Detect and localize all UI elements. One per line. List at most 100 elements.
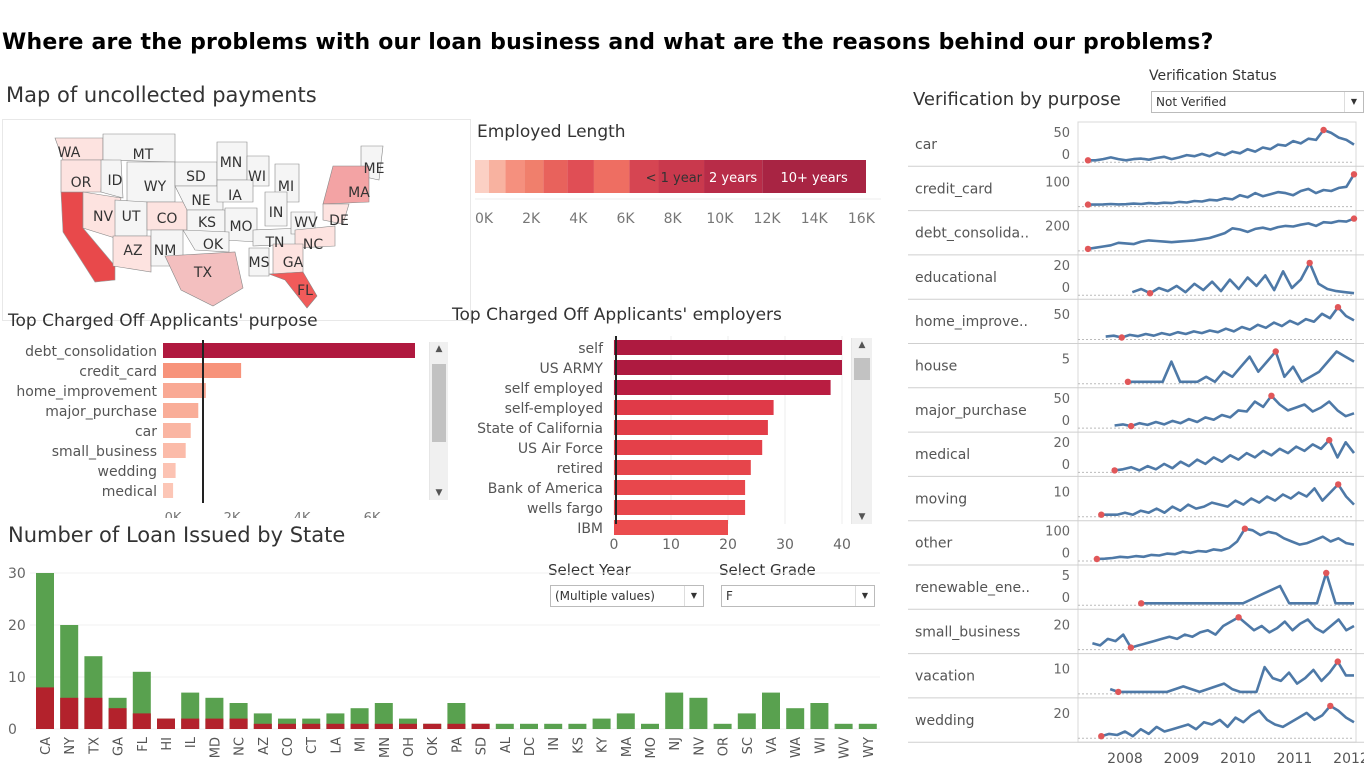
verification-line[interactable]: [1087, 217, 1355, 251]
purpose-scrollbar[interactable]: ▲ ▼: [429, 342, 448, 500]
verification-min-point[interactable]: [1084, 157, 1092, 164]
states-bar-charged-off[interactable]: [205, 718, 224, 729]
employed-segment[interactable]: [704, 160, 763, 193]
states-bar-total[interactable]: [858, 723, 877, 729]
map-state-fl[interactable]: [268, 271, 318, 309]
states-bar-total[interactable]: [665, 692, 684, 729]
employers-bar[interactable]: [614, 480, 746, 495]
purpose-bar[interactable]: [163, 443, 186, 458]
states-bar-charged-off[interactable]: [132, 713, 151, 729]
employed-segment[interactable]: [543, 160, 568, 193]
verification-line[interactable]: [1127, 350, 1355, 384]
verification-max-point[interactable]: [1268, 392, 1275, 399]
states-bar-charged-off[interactable]: [326, 723, 345, 729]
employers-bar[interactable]: [614, 460, 751, 475]
states-bar-total[interactable]: [399, 718, 417, 729]
employed-segment[interactable]: [475, 160, 489, 193]
verification-max-point[interactable]: [1334, 658, 1341, 665]
scroll-up-icon[interactable]: ▲: [858, 340, 866, 350]
verification-max-point[interactable]: [1306, 259, 1313, 267]
states-bar-charged-off[interactable]: [36, 687, 54, 729]
employers-bar[interactable]: [614, 340, 842, 355]
employers-bar[interactable]: [614, 420, 768, 435]
states-bar-total[interactable]: [713, 723, 732, 729]
states-bar-total[interactable]: [689, 697, 708, 729]
verification-min-point[interactable]: [1084, 245, 1092, 253]
select-year-dropdown[interactable]: (Multiple values) ▼: [550, 585, 704, 607]
states-bar-charged-off[interactable]: [447, 723, 466, 729]
map-canvas[interactable]: WA MT OR ID WY SD MN WI MI ME NV UT CO NE IA MA DE KS MO IN…: [3, 120, 470, 320]
verification-min-point[interactable]: [1098, 733, 1105, 740]
employed-length-chart[interactable]: < 1 year 2 years 10+ years 0K 2K 4K 6K 8K 10K 12K…: [470, 150, 890, 235]
verification-max-point[interactable]: [1323, 569, 1330, 577]
chevron-down-icon[interactable]: ▼: [684, 586, 703, 606]
purpose-bar[interactable]: [163, 483, 174, 498]
purpose-bar[interactable]: [163, 343, 415, 358]
states-bar-total[interactable]: [641, 723, 659, 729]
employed-segment[interactable]: [658, 160, 705, 193]
states-bar-total[interactable]: [762, 692, 780, 729]
verification-line[interactable]: [1088, 173, 1356, 206]
purpose-chart[interactable]: debt_consolidation credit_card home_improv…: [0, 338, 430, 518]
states-bar-charged-off[interactable]: [84, 697, 103, 729]
scroll-thumb[interactable]: [854, 358, 870, 380]
verification-max-point[interactable]: [1327, 702, 1334, 710]
verification-max-point[interactable]: [1235, 614, 1242, 621]
employers-bar[interactable]: [614, 380, 831, 395]
purpose-bar[interactable]: [163, 463, 176, 478]
employers-bar[interactable]: [614, 360, 842, 375]
states-bar-total[interactable]: [616, 713, 635, 729]
states-bar-total[interactable]: [568, 723, 587, 729]
map-state-ms[interactable]: [248, 247, 270, 277]
states-bar-charged-off[interactable]: [302, 723, 321, 729]
map-state-ok[interactable]: [182, 229, 230, 253]
states-bar-total[interactable]: [447, 703, 466, 729]
employers-bar[interactable]: [614, 440, 763, 455]
states-bar-charged-off[interactable]: [471, 723, 490, 729]
verification-line[interactable]: [1114, 394, 1355, 428]
states-bar-charged-off[interactable]: [108, 708, 127, 729]
map-state-ia[interactable]: [216, 179, 254, 203]
employed-segment[interactable]: [505, 160, 525, 193]
verification-line[interactable]: [1096, 527, 1355, 561]
employers-bar[interactable]: [614, 520, 728, 535]
scroll-up-icon[interactable]: ▲: [435, 344, 443, 354]
chevron-down-icon[interactable]: ▼: [1344, 92, 1363, 112]
states-bar-total[interactable]: [544, 723, 563, 729]
states-bar-charged-off[interactable]: [423, 723, 442, 729]
employed-segment[interactable]: [593, 160, 630, 193]
chevron-down-icon[interactable]: ▼: [855, 586, 874, 606]
states-bar-charged-off[interactable]: [157, 718, 175, 729]
employed-segment[interactable]: [488, 160, 506, 193]
employers-chart[interactable]: self US ARMY self employed self-employed Sta…: [450, 334, 850, 559]
verification-max-point[interactable]: [1334, 304, 1342, 311]
employers-scrollbar[interactable]: ▲ ▼: [851, 338, 872, 524]
verification-max-point[interactable]: [1272, 348, 1279, 355]
verification-line[interactable]: [1100, 704, 1355, 738]
verification-max-point[interactable]: [1350, 171, 1358, 178]
verification-min-point[interactable]: [1093, 555, 1101, 563]
verification-max-point[interactable]: [1350, 215, 1358, 222]
select-grade-dropdown[interactable]: F ▼: [721, 585, 875, 607]
map-state-wi[interactable]: [246, 155, 270, 187]
states-bar-charged-off[interactable]: [350, 723, 369, 729]
states-bar-total[interactable]: [810, 703, 829, 729]
states-bar-total[interactable]: [374, 703, 393, 729]
verification-max-point[interactable]: [1241, 525, 1249, 532]
states-bar-total[interactable]: [834, 723, 853, 729]
states-bar-total[interactable]: [495, 723, 514, 729]
employed-segment[interactable]: [762, 160, 866, 193]
map-state-de[interactable]: [322, 203, 350, 225]
states-chart[interactable]: 30 20 10 0 CA NY TX GA FL HI IL MD NC AZ CO CT LA MI MN OH O…: [0, 555, 885, 766]
states-bar-charged-off[interactable]: [60, 697, 79, 729]
verification-min-point[interactable]: [1115, 688, 1122, 696]
verification-min-point[interactable]: [1111, 467, 1118, 474]
map-state-nc[interactable]: [294, 225, 336, 249]
states-bar-total[interactable]: [350, 708, 369, 729]
scroll-down-icon[interactable]: ▼: [435, 488, 443, 498]
verification-min-point[interactable]: [1118, 334, 1125, 341]
purpose-bar[interactable]: [163, 423, 191, 438]
purpose-bar[interactable]: [163, 403, 199, 418]
states-bar-charged-off[interactable]: [181, 718, 200, 729]
